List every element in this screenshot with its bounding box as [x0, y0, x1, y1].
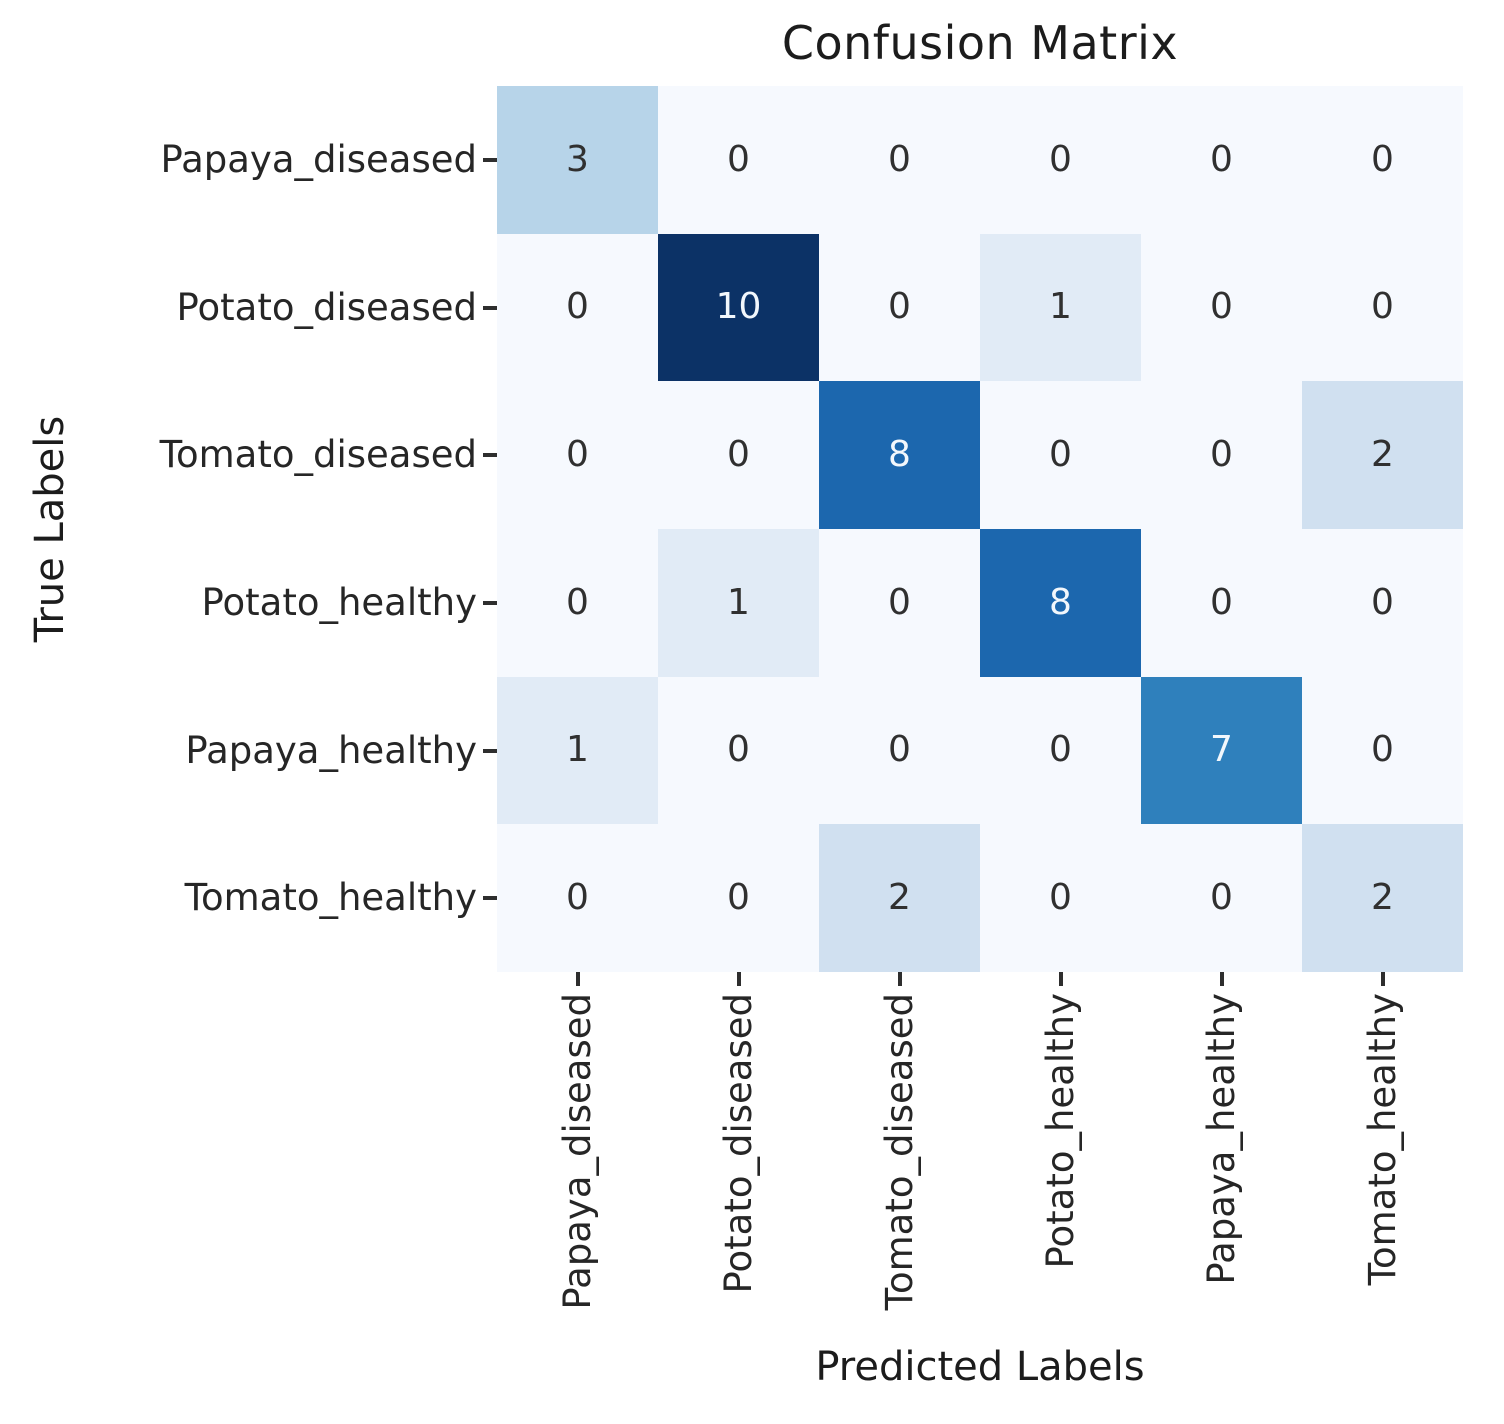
heatmap-cell: 0: [819, 86, 980, 234]
heatmap-cell: 0: [980, 824, 1141, 972]
heatmap-cell: 1: [980, 233, 1141, 382]
heatmap-cell: 0: [819, 529, 980, 677]
x-tick-mark: [1219, 972, 1224, 986]
x-tick-mark: [1380, 972, 1385, 986]
heatmap-cell: 0: [658, 86, 819, 234]
heatmap-cell: 0: [497, 824, 658, 972]
y-tick-label: Tomato_healthy: [184, 876, 477, 920]
y-tick-mark: [483, 453, 497, 458]
heatmap-cell: 0: [1302, 233, 1463, 382]
y-tick-mark: [483, 748, 497, 753]
heatmap-cell: 2: [819, 824, 980, 972]
heatmap-cell: 0: [658, 381, 819, 529]
heatmap-cell: 1: [658, 529, 819, 677]
heatmap-cell: 0: [1141, 381, 1302, 529]
heatmap-cell: 0: [497, 381, 658, 529]
heatmap-cell: 8: [980, 529, 1141, 677]
y-tick-mark: [483, 896, 497, 901]
x-tick-label: Papaya_diseased: [555, 993, 599, 1310]
heatmap-cell: 2: [1302, 381, 1463, 529]
y-tick-mark: [483, 157, 497, 162]
heatmap-cell: 0: [497, 529, 658, 677]
heatmap-grid: 3 0 0 0 0 0 0 10 0 1 0 0 0 0 8 0 0 2 0 1 0 8 0 0 1 0 0 0 7 0 0 0 2 0 0 2: [497, 86, 1463, 972]
heatmap-cell: 0: [1141, 529, 1302, 677]
y-tick-label: Papaya_diseased: [160, 137, 477, 181]
x-tick-mark: [736, 972, 741, 986]
heatmap-cell: 0: [1302, 676, 1463, 825]
heatmap-cell: 0: [1141, 824, 1302, 972]
x-tick-mark: [897, 972, 902, 986]
y-tick-mark: [483, 600, 497, 605]
heatmap-cell: 0: [1141, 86, 1302, 234]
x-tick-label: Tomato_diseased: [877, 993, 921, 1311]
heatmap-cell: 3: [497, 86, 658, 234]
y-tick-label: Tomato_diseased: [159, 433, 477, 477]
y-tick-label: Papaya_healthy: [185, 728, 477, 772]
x-tick-mark: [575, 972, 580, 986]
y-tick-label: Potato_healthy: [201, 580, 477, 624]
heatmap-cell: 0: [980, 381, 1141, 529]
x-tick-label: Tomato_healthy: [1360, 993, 1404, 1286]
x-tick-mark: [1058, 972, 1063, 986]
heatmap-cell: 0: [980, 86, 1141, 234]
y-tick-mark: [483, 305, 497, 310]
heatmap-cell: 1: [497, 676, 658, 825]
heatmap-cell: 10: [658, 233, 819, 382]
x-axis-title: Predicted Labels: [815, 1344, 1145, 1390]
chart-title: Confusion Matrix: [781, 16, 1179, 70]
heatmap-cell: 8: [819, 381, 980, 529]
heatmap-cell: 7: [1141, 676, 1302, 825]
heatmap-cell: 0: [819, 233, 980, 382]
heatmap-cell: 0: [980, 676, 1141, 825]
heatmap-cell: 0: [1302, 529, 1463, 677]
x-tick-label: Potato_healthy: [1038, 993, 1082, 1269]
heatmap-cell: 0: [1302, 86, 1463, 234]
x-tick-label: Papaya_healthy: [1199, 993, 1243, 1285]
y-tick-label: Potato_diseased: [176, 285, 477, 329]
heatmap-cell: 0: [658, 676, 819, 825]
x-tick-label: Potato_diseased: [716, 993, 760, 1294]
heatmap-cell: 2: [1302, 824, 1463, 972]
heatmap-cell: 0: [658, 824, 819, 972]
heatmap-cell: 0: [1141, 233, 1302, 382]
heatmap-cell: 0: [819, 676, 980, 825]
heatmap-cell: 0: [497, 233, 658, 382]
